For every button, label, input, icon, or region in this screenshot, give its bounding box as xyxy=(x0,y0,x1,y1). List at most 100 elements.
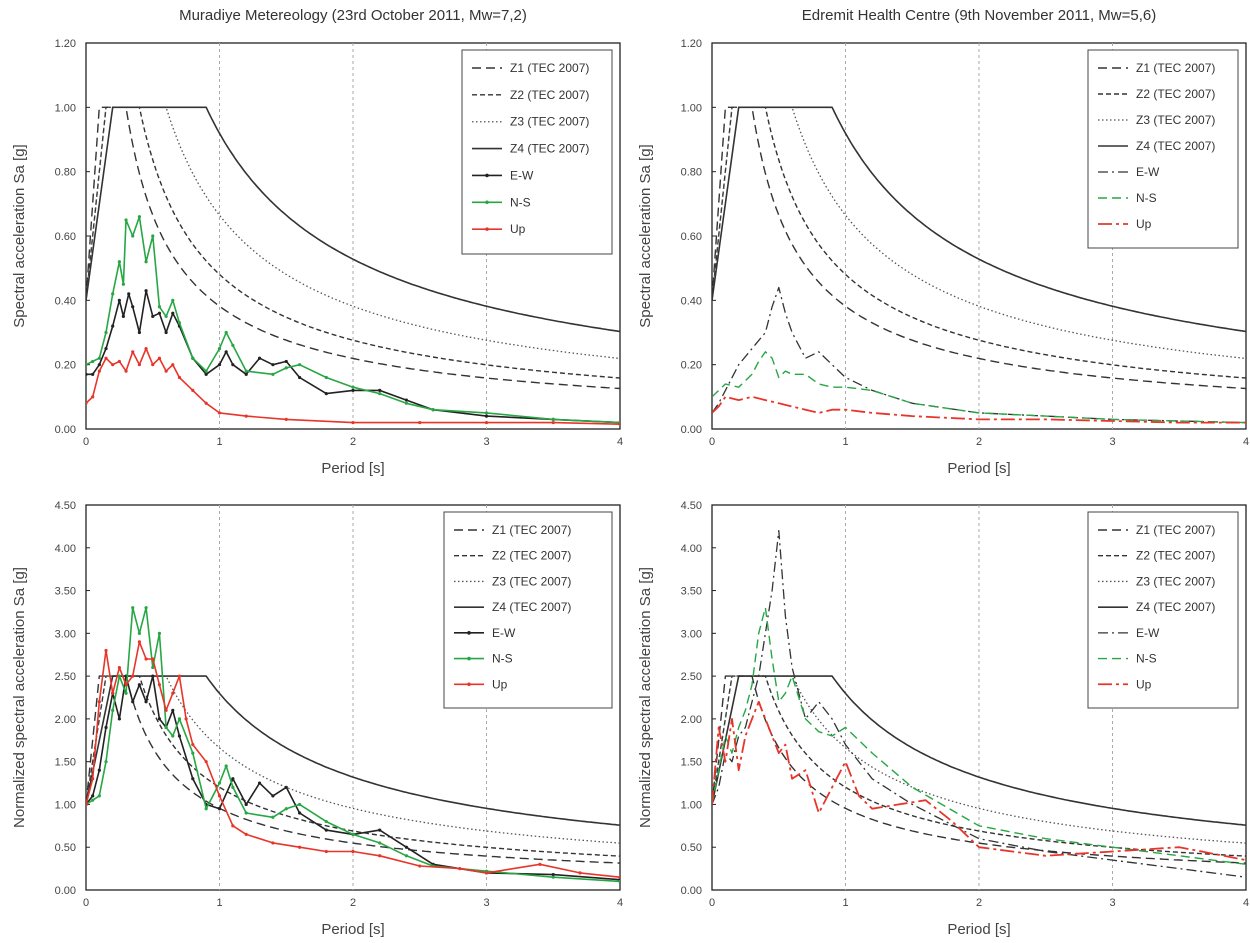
x-tick-label: 2 xyxy=(976,897,982,909)
data-point xyxy=(351,420,355,425)
legend-marker xyxy=(467,631,471,635)
data-point xyxy=(104,346,108,351)
data-point xyxy=(151,314,155,319)
data-point xyxy=(124,683,128,687)
series-line-e-w xyxy=(712,286,1246,424)
data-point xyxy=(97,369,101,373)
data-point xyxy=(164,725,168,730)
x-tick-label: 1 xyxy=(842,436,848,448)
legend-label: Z4 (TEC 2007) xyxy=(510,142,589,156)
data-point xyxy=(204,369,208,373)
data-point xyxy=(578,871,582,875)
series-line-z4-tec-2007 xyxy=(86,106,620,333)
data-point xyxy=(351,388,355,392)
data-point xyxy=(117,674,121,678)
legend-box xyxy=(443,511,613,709)
series-group xyxy=(86,106,620,426)
y-tick-label: 0.50 xyxy=(681,842,702,854)
data-point xyxy=(117,359,121,364)
data-point xyxy=(157,311,162,315)
data-point xyxy=(244,811,248,815)
legend-label: Z4 (TEC 2007) xyxy=(492,600,571,614)
data-point xyxy=(151,363,155,367)
y-tick-label: 4.00 xyxy=(55,543,76,555)
chart-panel-1: Muradiye Metereology (23rd October 2011,… xyxy=(11,7,623,477)
data-point xyxy=(231,824,235,828)
data-point xyxy=(144,289,148,293)
data-point xyxy=(97,794,101,798)
data-point xyxy=(351,385,355,389)
y-tick-label: 1.20 xyxy=(55,38,76,50)
data-point xyxy=(191,751,195,755)
data-point xyxy=(137,631,141,635)
series-line-e-w xyxy=(712,530,1246,878)
x-tick-label: 4 xyxy=(1243,897,1249,909)
y-tick-label: 1.00 xyxy=(681,102,702,114)
data-point xyxy=(104,330,108,335)
data-point xyxy=(104,725,108,730)
data-point xyxy=(324,828,328,832)
y-tick-label: 0.40 xyxy=(55,295,76,307)
data-point xyxy=(324,849,328,854)
data-point xyxy=(177,734,182,738)
y-axis-label: Normalized spectral acceleration Sa [g] xyxy=(637,567,654,828)
data-point xyxy=(91,395,95,399)
y-axis-label: Spectral acceleration Sa [g] xyxy=(637,144,654,327)
data-point xyxy=(177,717,182,721)
data-point xyxy=(284,785,288,789)
data-point xyxy=(217,807,222,811)
data-point xyxy=(224,330,228,335)
data-point xyxy=(224,350,228,354)
chart-panel-4: 0 1 2 3 4 0.00 0.50 1.00 1.50 2.00 2.50 3.00 3.50 4.0… xyxy=(637,500,1249,938)
chart-title: Muradiye Metereology (23rd October 2011,… xyxy=(179,7,527,24)
y-tick-label: 0.20 xyxy=(55,360,76,372)
legend-label: Z2 (TEC 2007) xyxy=(492,549,571,563)
x-tick-label: 3 xyxy=(483,897,489,909)
legend-label: Z3 (TEC 2007) xyxy=(492,574,571,588)
legend-label: Z2 (TEC 2007) xyxy=(1136,87,1215,101)
data-point xyxy=(458,867,462,871)
data-point xyxy=(137,215,141,219)
data-point xyxy=(298,802,302,807)
data-point xyxy=(157,683,162,687)
data-point xyxy=(538,862,542,866)
series-line-z1-tec-2007 xyxy=(86,106,620,390)
data-point xyxy=(157,356,162,360)
data-point xyxy=(618,879,620,884)
series-group xyxy=(712,106,1246,424)
data-point xyxy=(97,356,101,360)
data-point xyxy=(618,422,620,426)
data-point xyxy=(271,815,275,819)
y-tick-label: 2.00 xyxy=(681,714,702,726)
data-point xyxy=(131,234,135,238)
x-tick-label: 4 xyxy=(617,897,623,909)
data-point xyxy=(144,260,148,264)
x-tick-label: 4 xyxy=(617,436,623,448)
y-tick-label: 0.60 xyxy=(681,231,702,243)
y-tick-label: 0.00 xyxy=(681,424,702,436)
data-point xyxy=(271,841,275,845)
legend-label: N-S xyxy=(492,652,513,666)
data-point xyxy=(86,372,88,376)
data-point xyxy=(284,417,288,421)
data-point xyxy=(191,356,195,360)
series-group xyxy=(86,606,620,884)
data-point xyxy=(378,392,382,396)
data-point xyxy=(104,356,108,360)
y-tick-label: 3.00 xyxy=(681,628,702,640)
legend-box xyxy=(1087,511,1239,709)
y-tick-label: 0.00 xyxy=(55,885,76,897)
series-line-z3-tec-2007 xyxy=(86,675,620,844)
data-point xyxy=(104,648,108,653)
x-tick-label: 4 xyxy=(1243,436,1249,448)
legend-label: Z4 (TEC 2007) xyxy=(1136,139,1215,153)
data-point xyxy=(137,683,141,687)
data-point xyxy=(111,708,115,712)
legend-label: Up xyxy=(1136,677,1152,691)
data-point xyxy=(177,674,182,678)
data-point xyxy=(137,640,141,644)
x-tick-label: 1 xyxy=(216,897,222,909)
data-point xyxy=(124,691,128,695)
data-point xyxy=(257,781,262,785)
